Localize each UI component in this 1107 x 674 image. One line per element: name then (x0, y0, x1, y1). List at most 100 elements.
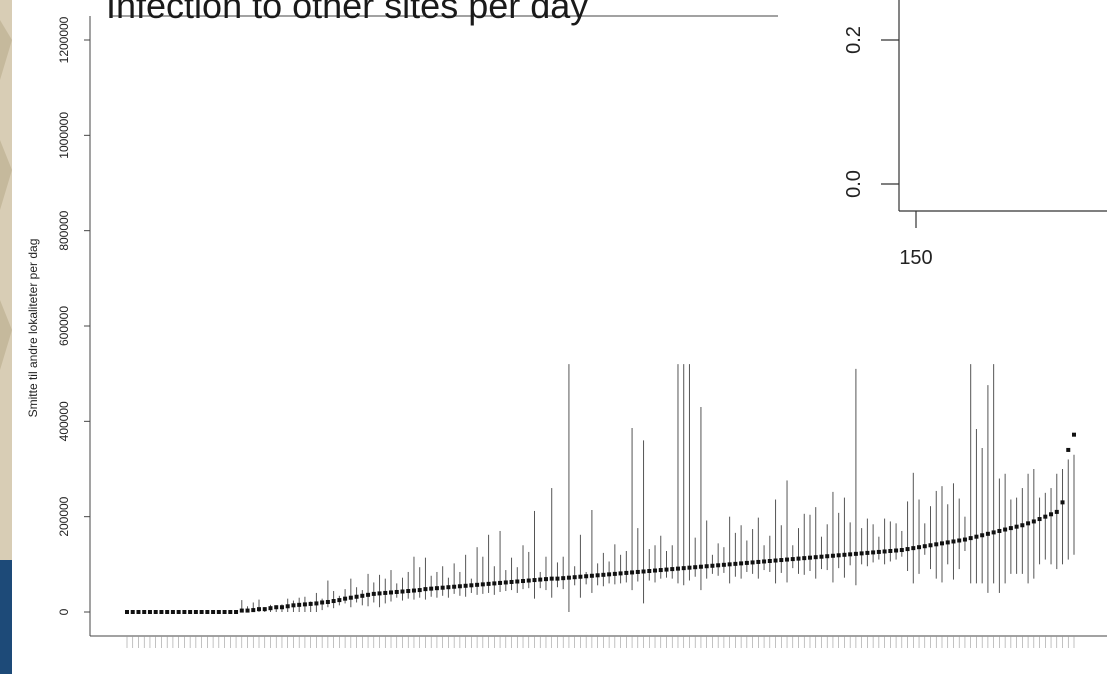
data-point (285, 604, 290, 609)
data-point (377, 591, 382, 596)
data-point (1014, 524, 1019, 529)
y-tick-label: 600000 (57, 306, 71, 346)
data-point (360, 593, 365, 598)
data-point (492, 581, 497, 586)
data-point (446, 585, 451, 590)
slide-title: Infection to other sites per day (106, 0, 589, 26)
data-point (503, 580, 508, 585)
y-tick-label: 800000 (57, 210, 71, 250)
data-point (1060, 500, 1065, 505)
data-point (607, 572, 612, 577)
data-point (957, 538, 962, 543)
data-point (452, 584, 457, 589)
data-point (750, 560, 755, 565)
data-point (1054, 509, 1059, 514)
y-tick-label: 200000 (57, 496, 71, 536)
map-edge-strip (0, 0, 12, 560)
data-point (997, 528, 1002, 533)
data-point (664, 567, 669, 572)
data-point (268, 606, 273, 611)
data-point (1072, 432, 1076, 437)
data-point (802, 556, 807, 561)
data-point (584, 574, 589, 579)
data-point (147, 610, 152, 614)
data-point (836, 553, 841, 558)
data-point (807, 555, 812, 560)
data-point (865, 550, 870, 555)
data-point (526, 578, 531, 583)
data-point (911, 546, 916, 551)
data-point (693, 565, 698, 570)
data-point (371, 591, 376, 596)
data-point (125, 610, 129, 614)
data-point (440, 585, 445, 590)
data-point (411, 588, 416, 593)
data-point (130, 610, 135, 614)
data-point (733, 561, 738, 566)
data-point (251, 608, 256, 613)
data-point (767, 558, 772, 563)
data-point (635, 569, 640, 574)
inset-chart: 0.0 0.2 150 (843, 0, 1107, 269)
data-point (1026, 521, 1031, 526)
data-point (234, 610, 239, 614)
data-point (343, 596, 348, 601)
data-point (813, 555, 818, 560)
data-point (698, 564, 703, 569)
data-point (612, 571, 617, 576)
data-point (928, 543, 933, 548)
data-point (394, 589, 399, 594)
data-point (325, 599, 330, 604)
data-point (968, 536, 973, 541)
data-point (320, 600, 325, 605)
data-point (980, 533, 985, 538)
data-point (406, 589, 411, 594)
data-point (675, 566, 680, 571)
data-point (1031, 519, 1036, 524)
data-point (888, 548, 893, 553)
data-points (125, 432, 1076, 614)
data-point (463, 583, 468, 588)
data-point (434, 586, 439, 591)
data-point (785, 557, 790, 562)
data-point (790, 557, 795, 562)
data-point (279, 605, 284, 610)
data-point (572, 575, 577, 580)
main-axes: 0 200000 400000 600000 800000 1000000 1200000 (57, 15, 1107, 637)
data-point (193, 610, 198, 614)
data-point (142, 610, 147, 614)
data-point (1066, 447, 1071, 452)
data-point (641, 569, 646, 574)
data-point (538, 577, 543, 582)
data-point (457, 584, 462, 589)
data-point (595, 573, 600, 578)
slide-corner-band (0, 560, 12, 674)
data-point (653, 568, 658, 573)
data-point (727, 562, 732, 567)
data-point (257, 607, 262, 612)
inset-x-tick-label: 150 (899, 247, 932, 269)
y-tick-label: 1200000 (57, 16, 71, 63)
data-point (354, 594, 359, 599)
data-point (274, 605, 279, 610)
data-point (159, 610, 164, 614)
data-point (601, 572, 606, 577)
data-point (578, 574, 583, 579)
data-point (383, 590, 388, 595)
inset-y-tick-label: 0.2 (843, 26, 865, 54)
data-point (756, 559, 761, 564)
data-point (951, 539, 956, 544)
data-point (739, 561, 744, 566)
data-point (176, 610, 181, 614)
data-point (819, 554, 824, 559)
data-point (337, 598, 342, 603)
data-point (848, 552, 853, 557)
data-point (859, 551, 864, 556)
error-bars (241, 364, 1075, 612)
data-point (1043, 514, 1048, 519)
data-point (366, 592, 371, 597)
data-point (779, 558, 784, 563)
data-point (211, 610, 216, 614)
data-point (716, 563, 721, 568)
data-point (825, 554, 830, 559)
